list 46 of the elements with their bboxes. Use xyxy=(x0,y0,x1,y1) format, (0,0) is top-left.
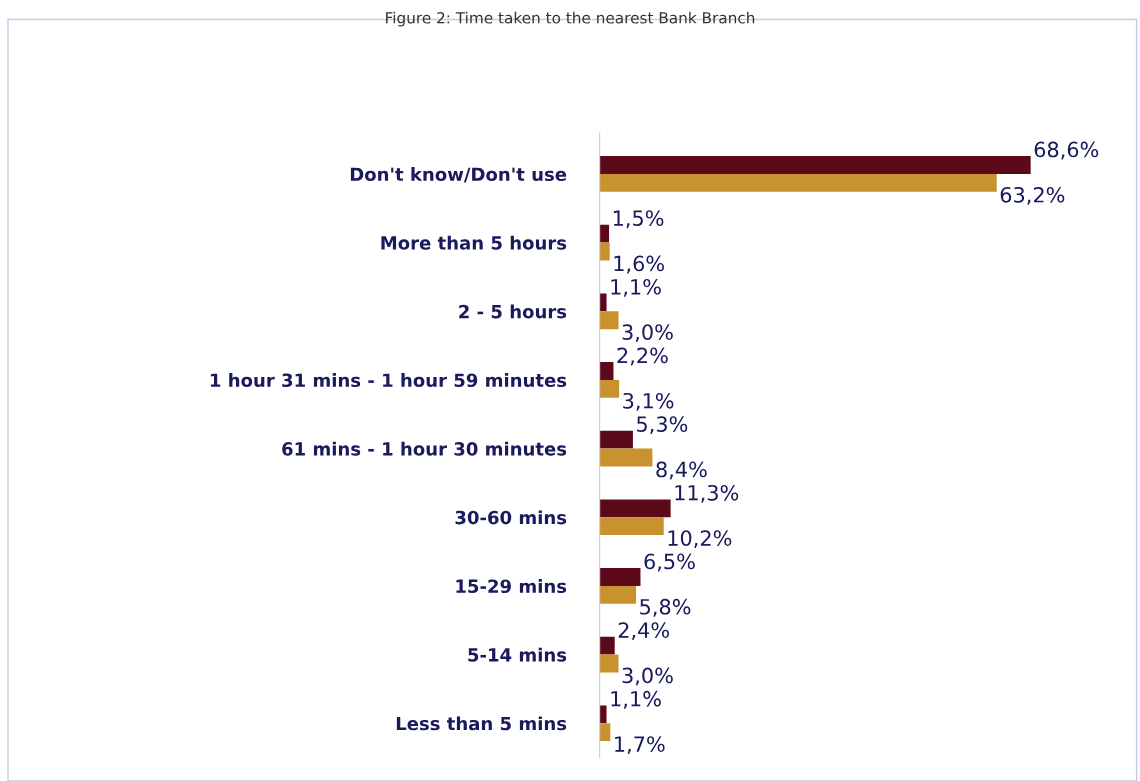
bar xyxy=(599,362,614,380)
bar xyxy=(599,448,653,467)
data-label: 2,4% xyxy=(618,622,670,641)
data-label: 1,7% xyxy=(615,736,665,755)
data-label: 1,1% xyxy=(611,690,661,709)
data-label: 68,6% xyxy=(1034,141,1099,160)
y-tick-label: Less than 5 mins xyxy=(396,716,567,731)
data-label: 3,0% xyxy=(622,324,673,343)
bar xyxy=(599,224,610,243)
bar xyxy=(599,723,611,742)
bar xyxy=(599,156,1031,174)
bar xyxy=(599,430,633,449)
y-tick-label: 5-14 mins xyxy=(468,647,567,662)
bar xyxy=(599,517,664,536)
chart-title: Figure 2: Time taken to the nearest Bank Branch xyxy=(386,11,755,27)
data-label: 1,1% xyxy=(611,278,661,297)
bar xyxy=(599,311,619,330)
bar xyxy=(599,705,607,724)
y-tick-label: Don't know/Don't use xyxy=(350,167,567,183)
y-tick-label: 2 - 5 hours xyxy=(459,304,567,319)
bar xyxy=(599,568,641,586)
bar xyxy=(599,654,619,673)
bar xyxy=(599,173,997,192)
data-label: 5,3% xyxy=(637,416,688,435)
data-label: 1,5% xyxy=(613,210,664,229)
data-label: 11,3% xyxy=(675,484,739,503)
data-label: 5,8% xyxy=(640,598,691,617)
y-tick-label: More than 5 hours xyxy=(381,235,567,250)
data-label: 63,2% xyxy=(1000,186,1065,205)
bar xyxy=(599,585,637,604)
data-label: 10,2% xyxy=(668,530,732,549)
y-tick-label: 15-29 mins xyxy=(456,579,567,594)
bar xyxy=(599,379,620,398)
data-label: 1,6% xyxy=(614,255,664,274)
data-label: 2,2% xyxy=(617,347,668,366)
data-label: 6,5% xyxy=(644,553,695,572)
y-tick-label: 30-60 mins xyxy=(455,510,567,525)
y-tick-label: 61 mins - 1 hour 30 minutes xyxy=(282,441,567,456)
bar xyxy=(599,293,607,312)
bar xyxy=(599,242,610,261)
data-label: 3,0% xyxy=(622,667,673,686)
y-tick-label: 1 hour 31 mins - 1 hour 59 minutes xyxy=(210,373,567,388)
bar xyxy=(599,636,615,655)
bar xyxy=(599,499,671,518)
data-label: 3,1% xyxy=(623,392,674,411)
data-label: 8,4% xyxy=(656,461,707,480)
